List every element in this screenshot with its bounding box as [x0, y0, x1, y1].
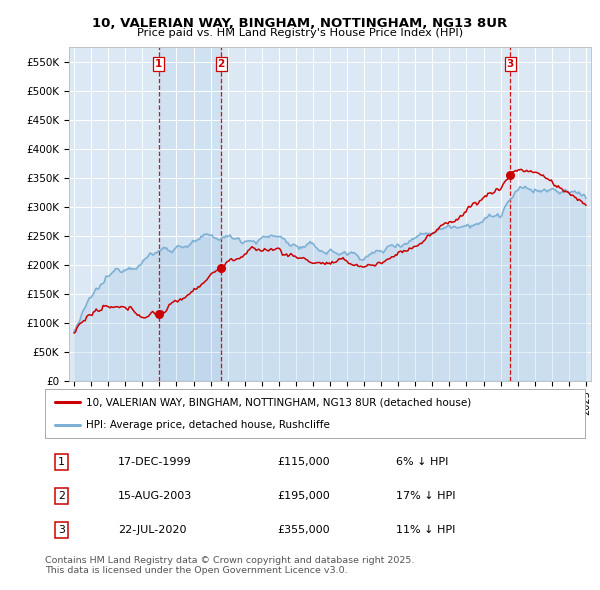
Text: 3: 3 — [506, 59, 514, 69]
Bar — [158, 47, 221, 381]
Text: 17-DEC-1999: 17-DEC-1999 — [118, 457, 191, 467]
Text: HPI: Average price, detached house, Rushcliffe: HPI: Average price, detached house, Rush… — [86, 419, 329, 430]
Text: £115,000: £115,000 — [277, 457, 330, 467]
Text: 1: 1 — [58, 457, 65, 467]
Text: This data is licensed under the Open Government Licence v3.0.: This data is licensed under the Open Gov… — [45, 566, 347, 575]
Text: 10, VALERIAN WAY, BINGHAM, NOTTINGHAM, NG13 8UR: 10, VALERIAN WAY, BINGHAM, NOTTINGHAM, N… — [92, 17, 508, 30]
Text: 2: 2 — [58, 491, 65, 500]
Text: 3: 3 — [58, 525, 65, 535]
Text: 1: 1 — [155, 59, 163, 69]
Text: £355,000: £355,000 — [277, 525, 330, 535]
Text: 17% ↓ HPI: 17% ↓ HPI — [396, 491, 455, 500]
Text: 10, VALERIAN WAY, BINGHAM, NOTTINGHAM, NG13 8UR (detached house): 10, VALERIAN WAY, BINGHAM, NOTTINGHAM, N… — [86, 398, 471, 408]
Text: £195,000: £195,000 — [277, 491, 330, 500]
Text: Contains HM Land Registry data © Crown copyright and database right 2025.: Contains HM Land Registry data © Crown c… — [45, 556, 415, 565]
Text: 6% ↓ HPI: 6% ↓ HPI — [396, 457, 448, 467]
Text: 15-AUG-2003: 15-AUG-2003 — [118, 491, 192, 500]
Text: 22-JUL-2020: 22-JUL-2020 — [118, 525, 187, 535]
Text: Price paid vs. HM Land Registry's House Price Index (HPI): Price paid vs. HM Land Registry's House … — [137, 28, 463, 38]
Text: 2: 2 — [217, 59, 225, 69]
Text: 11% ↓ HPI: 11% ↓ HPI — [396, 525, 455, 535]
